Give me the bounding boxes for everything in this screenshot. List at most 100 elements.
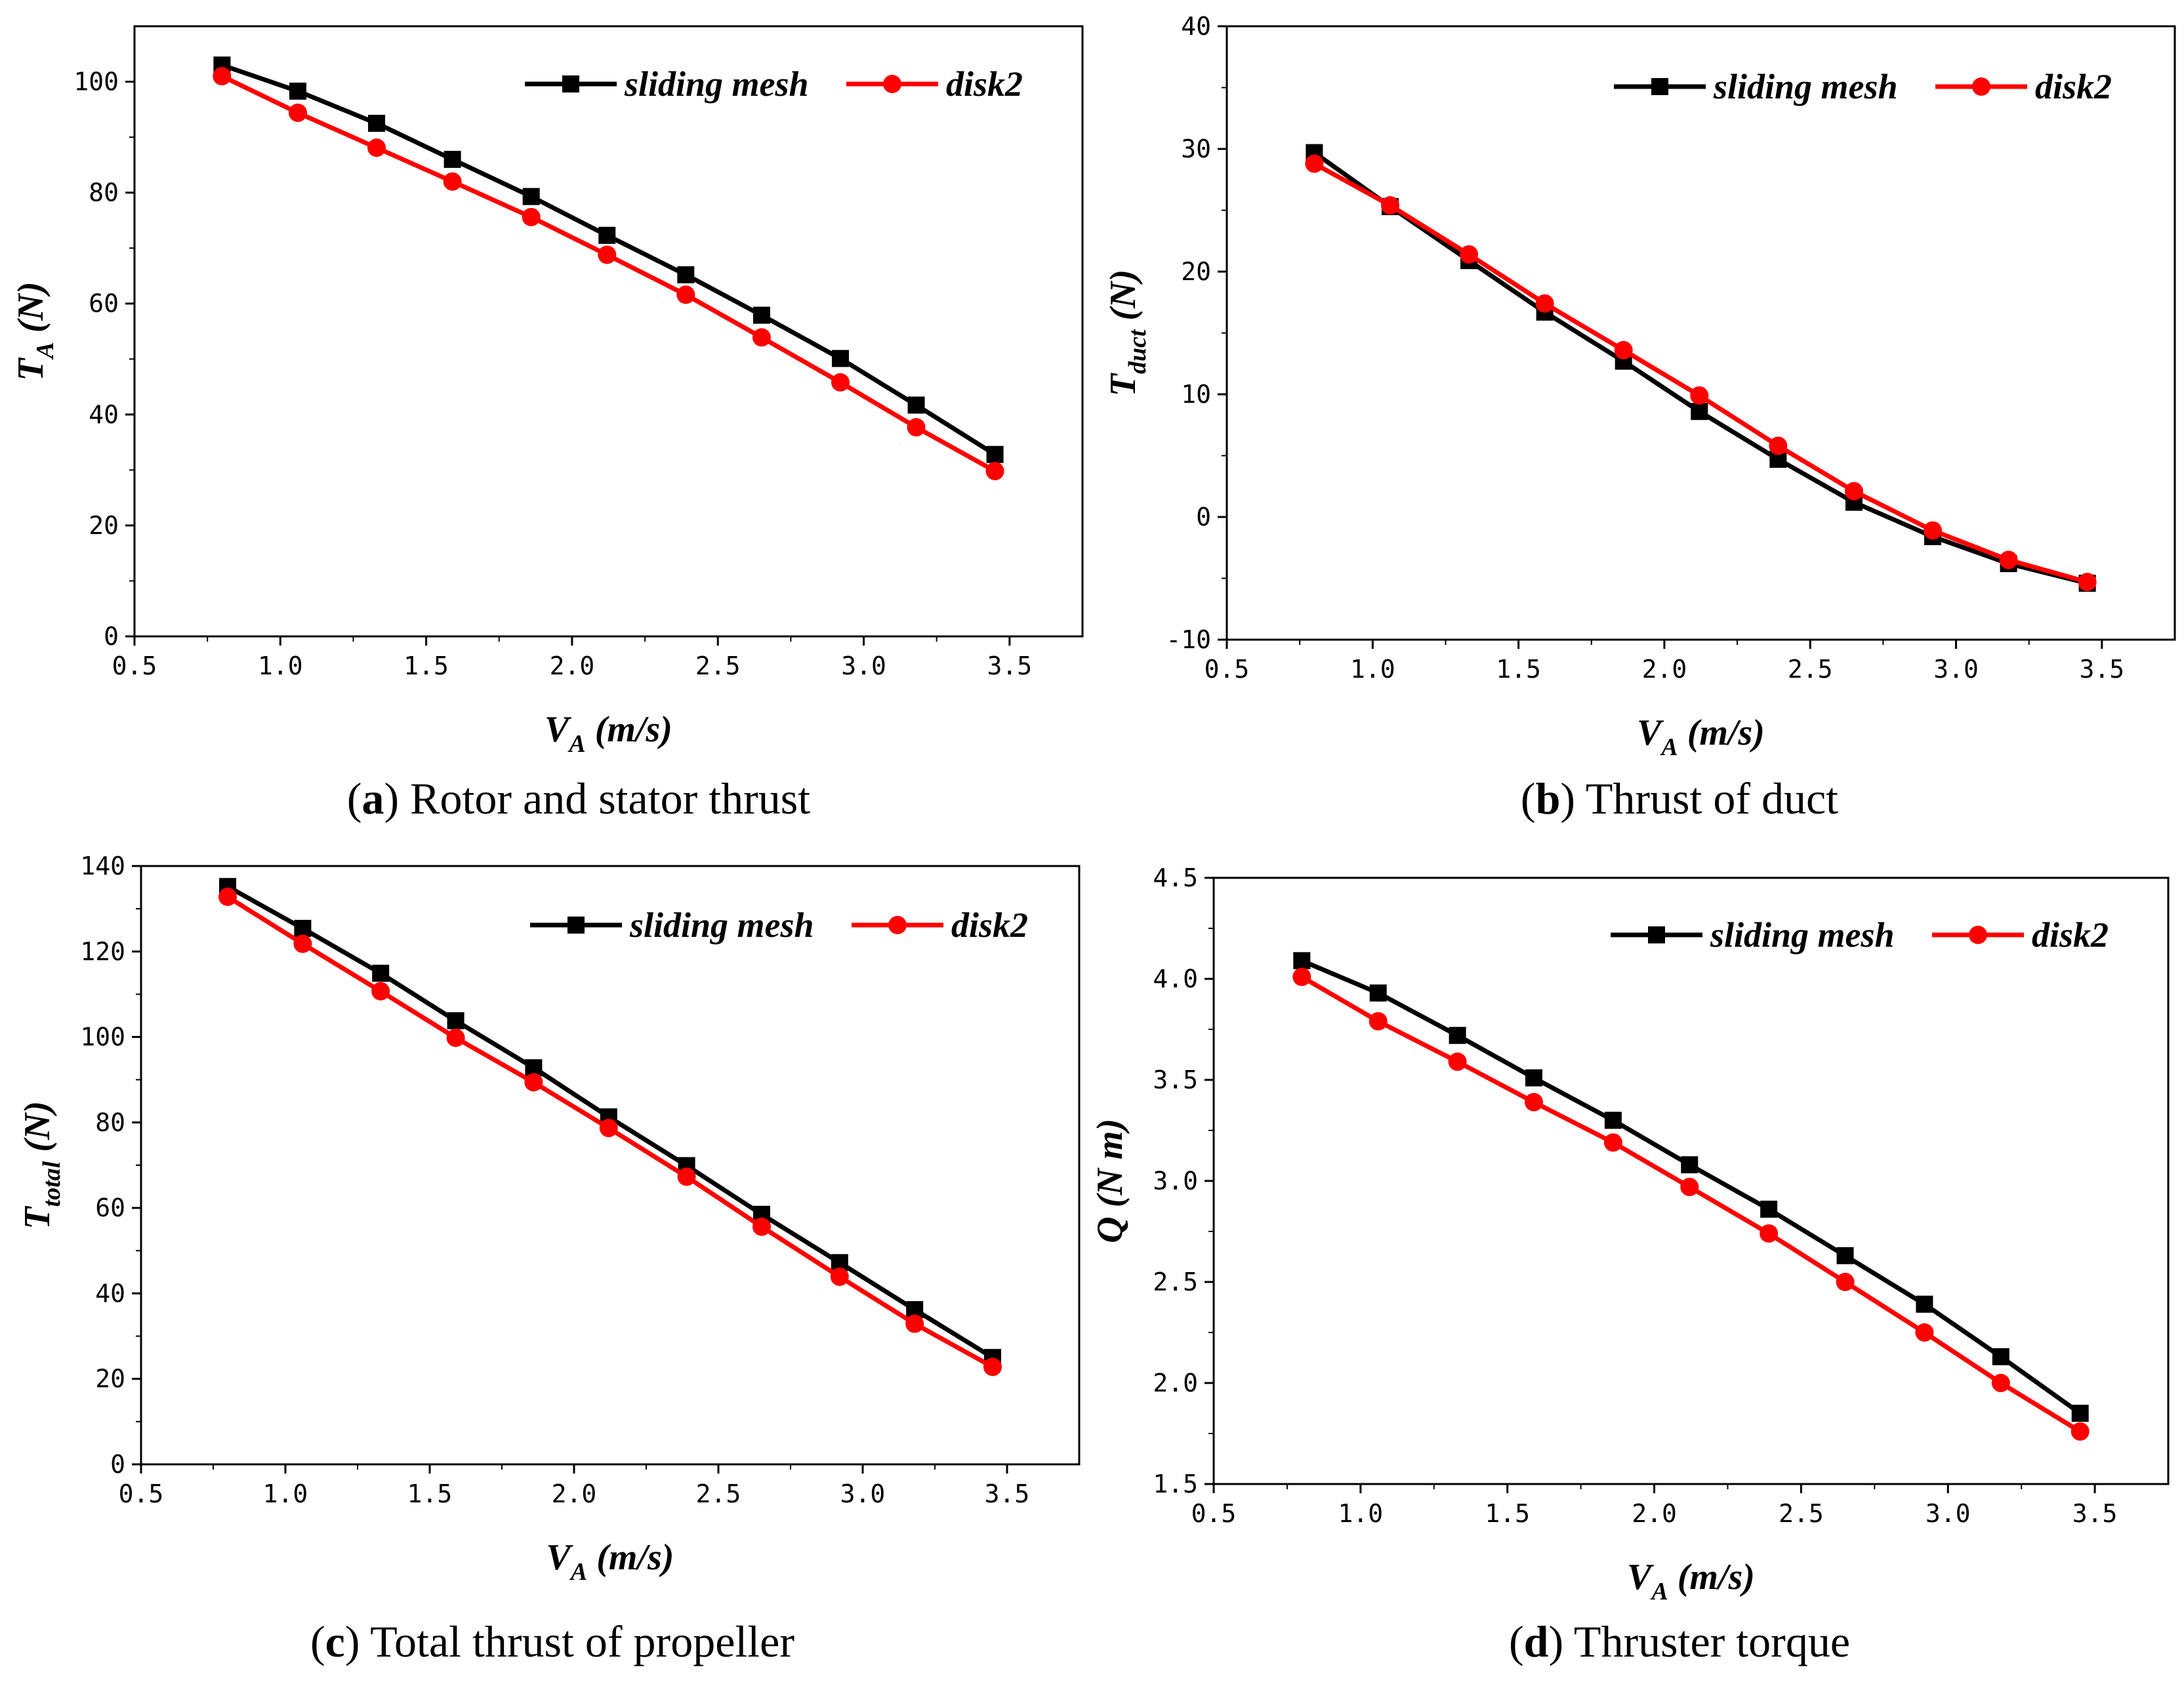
- x-tick-label: 2.5: [696, 1479, 741, 1508]
- data-point-disk2: [1460, 245, 1479, 264]
- y-axis-title: Tduct (N): [1103, 270, 1151, 397]
- legend-marker-sliding-mesh: [1648, 926, 1665, 943]
- y-axis-title-sub: duct: [1124, 329, 1151, 374]
- y-tick-label: 20: [1181, 257, 1211, 286]
- data-point-disk2: [2071, 1422, 2090, 1441]
- data-point-sliding-mesh: [522, 188, 540, 205]
- data-point-sliding-mesh: [986, 445, 1004, 463]
- caption-letter: a: [361, 774, 384, 823]
- x-tick-label: 2.0: [552, 1479, 597, 1508]
- legend-label-sliding-mesh: sliding mesh: [1713, 67, 1898, 106]
- y-tick-label: 10: [1181, 380, 1211, 409]
- y-tick-label: -10: [1166, 625, 1211, 654]
- y-axis-title-main: T: [10, 357, 51, 381]
- data-point-disk2: [524, 1073, 543, 1092]
- y-tick-label: 80: [89, 178, 119, 207]
- legend-label-sliding-mesh: sliding mesh: [1710, 915, 1895, 955]
- y-tick-label: 80: [95, 1108, 125, 1137]
- caption-paren-open: (: [347, 774, 362, 823]
- legend-label-sliding-mesh: sliding mesh: [629, 905, 814, 945]
- data-point-disk2: [752, 1217, 771, 1236]
- data-point-disk2: [985, 462, 1004, 481]
- data-point-disk2: [1369, 1012, 1388, 1031]
- y-tick-label: 0: [104, 622, 119, 651]
- chart-panel-b: 0.5 1.0 1.5 2.0 2.5 3.0 3.5 -10 0 10 20 30 40 VA (m/s…: [1103, 12, 2176, 823]
- data-point-disk2: [288, 103, 307, 122]
- x-tick-label: 2.5: [1788, 655, 1833, 684]
- y-tick-label: 4.5: [1153, 863, 1198, 892]
- data-point-disk2: [1535, 294, 1554, 313]
- data-point-disk2: [676, 285, 695, 304]
- x-tick-label: 3.5: [985, 1479, 1030, 1508]
- caption-title: Rotor and stator thrust: [399, 774, 810, 823]
- y-axis-title: Ttotal (N): [17, 1101, 66, 1229]
- data-point-sliding-mesh: [443, 150, 461, 168]
- x-axis-title-sub: A: [1650, 1578, 1668, 1605]
- data-point-disk2: [446, 1028, 465, 1047]
- legend-label-disk2: disk2: [2032, 915, 2109, 955]
- x-tick-label: 2.0: [1642, 655, 1687, 684]
- data-point-sliding-mesh: [831, 350, 849, 367]
- data-point-sliding-mesh: [1691, 403, 1708, 421]
- y-tick-label: 40: [95, 1279, 125, 1308]
- legend-marker-sliding-mesh: [567, 917, 585, 934]
- y-axis-title-main: T: [1103, 372, 1144, 396]
- panel-caption: (a) Rotor and stator thrust: [347, 774, 810, 823]
- data-point-disk2: [983, 1357, 1002, 1376]
- x-tick-label: 1.0: [263, 1479, 308, 1508]
- data-point-disk2: [522, 207, 541, 226]
- data-point-disk2: [1680, 1178, 1699, 1197]
- y-tick-label: 20: [89, 511, 119, 540]
- legend-marker-disk2: [883, 75, 901, 93]
- y-axis-title-sub: A: [31, 342, 59, 360]
- legend-marker-disk2: [1972, 77, 1990, 96]
- x-axis-title-sub: A: [1660, 733, 1678, 761]
- x-axis-title: VA (m/s): [545, 709, 672, 758]
- legend-marker-disk2: [888, 916, 907, 934]
- x-tick-label: 3.5: [2072, 1499, 2118, 1528]
- legend: sliding mesh disk2: [530, 905, 1028, 945]
- x-tick-label: 3.0: [841, 651, 886, 680]
- plot-frame: [140, 865, 1081, 1466]
- x-axis-title-main: V: [1627, 1557, 1655, 1598]
- plot-frame: [1226, 25, 2176, 641]
- data-point-disk2: [1603, 1133, 1622, 1152]
- x-tick-label: 1.5: [407, 1479, 453, 1508]
- legend: sliding mesh disk2: [1611, 915, 2109, 955]
- chart-panel-c: 0.5 1.0 1.5 2.0 2.5 3.0 3.5 0 20 40 60 80 100 120 140 V…: [17, 852, 1081, 1666]
- data-point-sliding-mesh: [1449, 1027, 1466, 1044]
- data-point-disk2: [1690, 386, 1709, 405]
- y-axis-title-main: Q: [1090, 1216, 1130, 1243]
- x-axis-title-main: V: [545, 709, 572, 750]
- y-axis-title-main: T: [17, 1205, 58, 1229]
- caption-paren-close: ): [384, 774, 399, 823]
- data-point-disk2: [1614, 340, 1633, 360]
- y-axis-title-unit: (N m): [1090, 1119, 1130, 1216]
- series-line-disk2: [1300, 974, 2082, 1434]
- data-point-disk2: [367, 138, 386, 157]
- x-tick-label: 0.5: [119, 1479, 164, 1508]
- x-axis-title-unit: (m/s): [587, 1537, 674, 1578]
- panel-caption: (d) Thruster torque: [1509, 1617, 1850, 1666]
- y-axis-title-sub: total: [38, 1161, 66, 1207]
- data-point-disk2: [1844, 482, 1863, 501]
- x-tick-label: 1.0: [1350, 655, 1395, 684]
- data-point-disk2: [371, 981, 390, 1001]
- data-point-sliding-mesh: [1836, 1247, 1854, 1264]
- caption-paren-open: (: [310, 1617, 325, 1666]
- x-axis-title-sub: A: [567, 730, 585, 758]
- x-axis-title-unit: (m/s): [1668, 1557, 1755, 1598]
- y-tick-label: 1.5: [1153, 1470, 1198, 1498]
- data-point-disk2: [443, 172, 462, 191]
- y-tick-label: 3.5: [1153, 1065, 1198, 1094]
- legend: sliding mesh disk2: [525, 64, 1023, 104]
- caption-title: Thrust of duct: [1575, 774, 1838, 823]
- data-point-sliding-mesh: [1604, 1111, 1622, 1129]
- caption-paren-close: ): [1548, 1617, 1563, 1666]
- data-point-disk2: [1760, 1224, 1779, 1243]
- y-tick-label: 140: [80, 852, 125, 880]
- legend-label-disk2: disk2: [2035, 67, 2112, 106]
- data-point-sliding-mesh: [368, 114, 386, 132]
- legend-marker-sliding-mesh: [562, 75, 579, 93]
